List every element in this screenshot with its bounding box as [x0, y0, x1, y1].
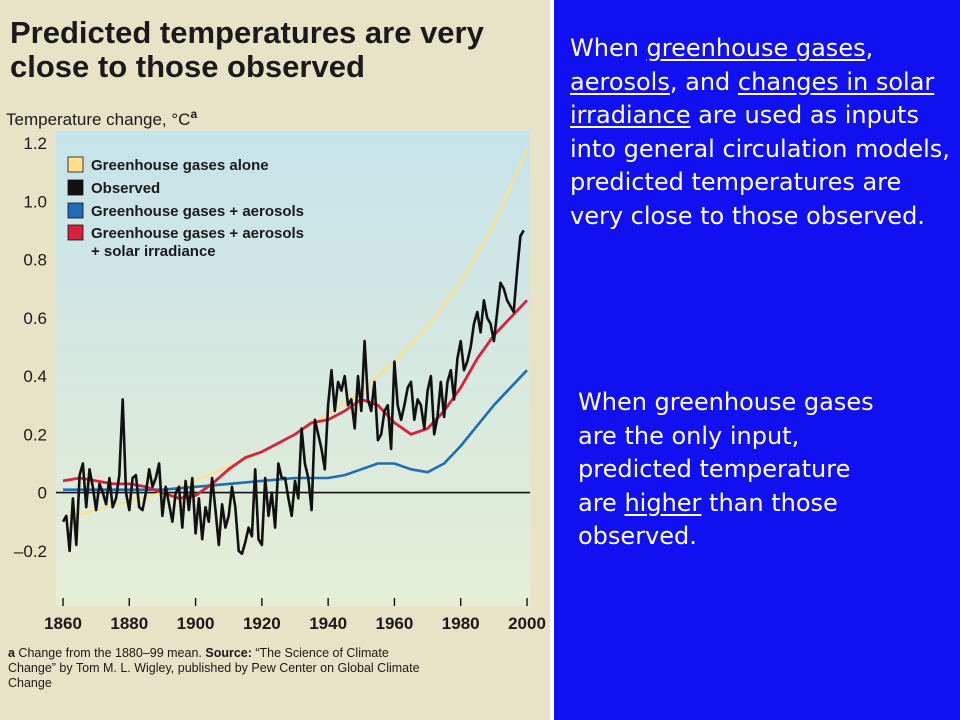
chart-title-line2: close to those observed	[10, 49, 365, 84]
legend-swatch-ghg-aerosols-solar	[67, 224, 84, 241]
chart-title: Predicted temperatures are very close to …	[10, 16, 545, 84]
legend-swatch-observed	[67, 179, 84, 196]
para1-text-4: are used as inputs into general circulat…	[570, 101, 950, 230]
y-tick-label: –0.2	[14, 542, 47, 561]
footnote: a Change from the 1880–99 mean. Source: …	[8, 646, 548, 691]
footnote-line2: Change” by Tom M. L. Wigley, published b…	[8, 661, 420, 675]
plot-area	[56, 131, 530, 606]
footnote-source-label: Source:	[205, 646, 252, 660]
legend-swatch-greenhouse-only	[67, 156, 84, 173]
ghg-aerosols-line	[63, 369, 528, 492]
explanation-paragraph-2: When greenhouse gases are the only input…	[578, 386, 878, 554]
ghg-aerosols-solar-line	[62, 299, 529, 500]
y-tick-label: 0.2	[23, 425, 47, 444]
para2-text-1: When greenhouse gases are the only input…	[578, 388, 874, 517]
x-tick-label: 1860	[44, 614, 82, 633]
para1-underlined-greenhouse-gases: greenhouse gases	[646, 34, 866, 62]
x-tick-label: 1900	[177, 614, 215, 633]
y-tick-label: 1.0	[23, 192, 47, 211]
x-tick-label: 1880	[110, 614, 148, 633]
panel-divider	[550, 0, 554, 720]
y-tick-label: 1.2	[23, 134, 47, 153]
y-tick-label: 0.6	[23, 309, 47, 328]
para1-underlined-solar-irradiance: changes in solar irradiance	[570, 67, 935, 130]
footnote-source-text: “The Science of Climate	[251, 646, 389, 660]
legend-label: Greenhouse gases + aerosols + solar irrad…	[91, 225, 304, 260]
footnote-marker: a	[8, 646, 15, 660]
para1-text-2: ,	[865, 34, 874, 62]
x-tick-label: 1980	[442, 614, 480, 633]
x-tick-label: 1920	[243, 614, 281, 633]
legend-label: Observed	[91, 180, 160, 197]
legend-label: Greenhouse gases alone	[91, 157, 269, 174]
x-tick-label: 2000	[508, 614, 546, 633]
chart-title-line1: Predicted temperatures are very	[10, 15, 484, 50]
y-tick-label: 0	[38, 484, 47, 503]
observed-line	[61, 229, 525, 556]
para2-text-2: than those observed.	[578, 488, 838, 551]
explanation-paragraph-1: When greenhouse gases, aerosols, and cha…	[570, 32, 950, 233]
y-tick-label: 0.4	[23, 367, 47, 386]
legend-swatch-ghg-aerosols	[67, 202, 84, 219]
legend-label: Greenhouse gases + aerosols	[91, 203, 304, 220]
x-tick-label: 1940	[309, 614, 347, 633]
para1-underlined-aerosols: aerosols	[570, 67, 670, 96]
y-tick-label: 0.8	[23, 251, 47, 270]
x-tick-label: 1960	[376, 614, 414, 633]
para2-underlined-higher: higher	[624, 488, 702, 517]
footnote-line3: Change	[8, 676, 52, 690]
temperature-chart: Temperature change, °Ca 1.2 1.0 0.8 0.6 0.4 0…	[6, 107, 546, 633]
para1-text-3: , and	[669, 67, 738, 96]
footnote-text: Change from the 1880–99 mean.	[14, 646, 206, 660]
para1-text-1: When	[570, 34, 647, 62]
y-axis-label: Temperature change, °Ca	[6, 107, 197, 129]
